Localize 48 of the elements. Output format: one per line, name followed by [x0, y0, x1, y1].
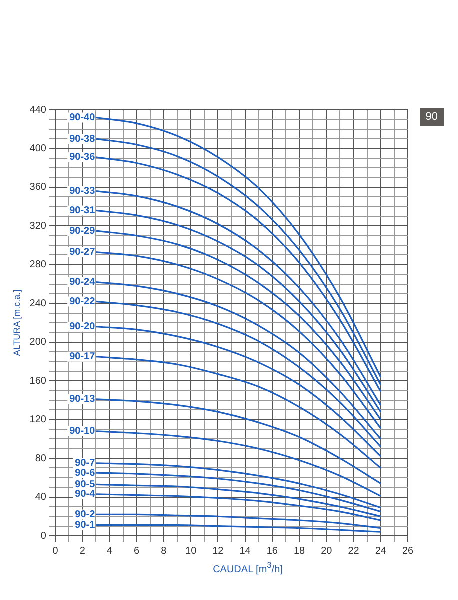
x-tick-label: 10 — [186, 546, 198, 557]
series-label: 90-40 — [70, 112, 96, 124]
x-tick-label: 14 — [240, 546, 252, 557]
x-tick-label: 22 — [348, 546, 360, 557]
y-tick-label: 40 — [35, 492, 47, 504]
series-label: 90-27 — [70, 247, 96, 258]
series-label: 90-10 — [70, 426, 96, 438]
series-label: 90-4 — [75, 489, 96, 500]
x-tick-label: 12 — [212, 546, 224, 557]
series-label: 90-13 — [70, 394, 96, 406]
x-tick-label: 2 — [80, 546, 86, 557]
series-label: 90-38 — [70, 134, 96, 145]
y-tick-label: 320 — [30, 220, 47, 232]
x-tick-label: 8 — [161, 546, 168, 557]
x-tick-label: 6 — [134, 546, 140, 557]
y-tick-label: 400 — [30, 143, 47, 154]
series-label: 90-1 — [75, 520, 96, 532]
y-tick-label: 280 — [30, 260, 47, 271]
y-tick-label: 0 — [40, 530, 47, 542]
y-tick-label: 240 — [30, 298, 47, 310]
x-tick-label: 24 — [375, 546, 387, 557]
x-tick-label: 16 — [266, 546, 278, 557]
series-label: 90-5 — [75, 479, 96, 490]
y-tick-label: 200 — [30, 337, 47, 348]
series-label: 90-7 — [75, 458, 96, 470]
series-label: 90-6 — [75, 468, 96, 479]
y-tick-label: 160 — [30, 376, 47, 387]
series-label: 90-33 — [70, 186, 96, 198]
x-tick-label: 18 — [294, 546, 306, 557]
y-axis-title: ALTURA [m.c.a.] — [12, 290, 22, 356]
series-label: 90-2 — [75, 509, 96, 520]
x-tick-label: 20 — [321, 546, 333, 557]
x-tick-label: 4 — [106, 546, 113, 557]
y-tick-label: 80 — [35, 453, 47, 464]
series-label: 90-24 — [70, 277, 96, 288]
x-tick-label: 26 — [402, 546, 414, 557]
series-label: 90-22 — [70, 296, 96, 308]
x-axis-title: CAUDAL [m$^{3}$/h] — [212, 560, 284, 576]
y-tick-label: 360 — [30, 182, 47, 194]
y-tick-label: 120 — [30, 414, 47, 426]
y-tick-label: 440 — [30, 104, 47, 116]
series-label: 90-36 — [70, 152, 96, 164]
series-label: 90-17 — [70, 352, 96, 363]
x-tick-label: 0 — [52, 546, 59, 557]
series-label: 90-31 — [70, 205, 96, 216]
text: 90 — [420, 108, 444, 126]
series-label: 90-20 — [70, 322, 96, 333]
series-label: 90-29 — [70, 226, 96, 237]
